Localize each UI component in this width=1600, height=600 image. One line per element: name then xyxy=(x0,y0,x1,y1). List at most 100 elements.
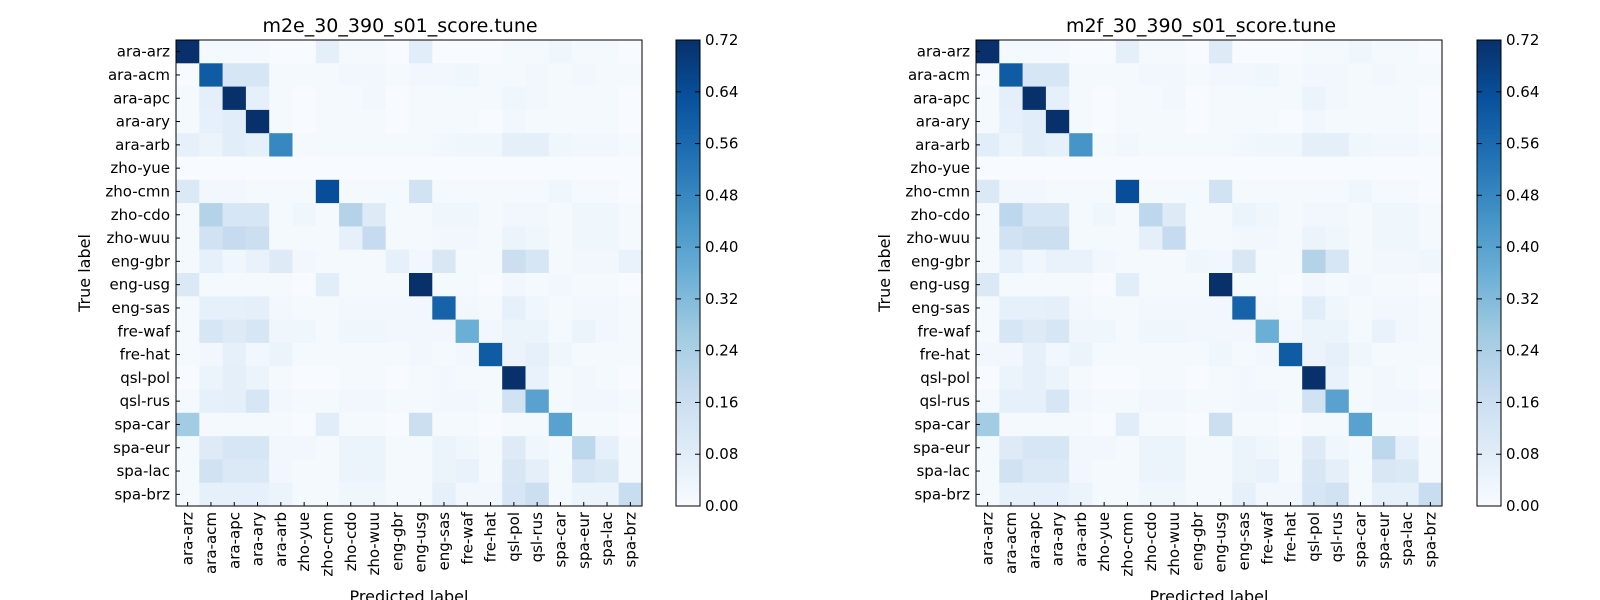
heatmap-cell-zho-wuu-spa-eur xyxy=(1372,226,1396,251)
heatmap-cell-eng-sas-ara-arb xyxy=(1069,296,1094,321)
heatmap-cell-spa-car-zho-cdo xyxy=(1139,412,1163,437)
x-tick-label-fre-hat: fre-hat xyxy=(482,512,500,562)
x-tick-label-ara-arz: ara-arz xyxy=(179,512,197,565)
heatmap-cell-spa-eur-qsl-rus xyxy=(525,436,550,460)
heatmap-cell-ara-ary-fre-waf xyxy=(455,109,480,134)
colorbar-tick-label: 0.48 xyxy=(1506,186,1539,204)
heatmap-cell-qsl-pol-spa-eur xyxy=(572,366,596,391)
heatmap-cell-qsl-pol-spa-car xyxy=(1348,366,1373,391)
heatmap-cell-spa-lac-eng-gbr xyxy=(385,459,410,484)
heatmap-cell-zho-cdo-fre-waf xyxy=(1255,203,1280,227)
x-tick-label-ara-arb: ara-arb xyxy=(272,512,290,567)
heatmap-cell-zho-cmn-ara-arb xyxy=(1069,179,1094,204)
y-tick-label-fre-waf: fre-waf xyxy=(118,322,171,340)
heatmap-cell-spa-eur-ara-apc xyxy=(222,436,247,460)
x-tick-label-zho-cdo: zho-cdo xyxy=(342,512,360,571)
heatmap-cell-spa-car-fre-waf xyxy=(455,412,480,437)
heatmap-cell-zho-wuu-ara-acm xyxy=(999,226,1024,251)
heatmap-cell-qsl-pol-spa-eur xyxy=(1372,366,1396,391)
heatmap-cell-fre-hat-qsl-pol xyxy=(1302,342,1327,367)
heatmap-cell-fre-hat-eng-usg xyxy=(409,342,433,367)
heatmap-cell-eng-usg-spa-eur xyxy=(572,273,596,297)
heatmap-cell-ara-arz-ara-arz xyxy=(976,40,1000,64)
heatmap-cell-spa-eur-zho-cmn xyxy=(1115,436,1140,460)
y-tick-label-fre-hat: fre-hat xyxy=(120,346,170,364)
heatmap-cell-spa-eur-qsl-pol xyxy=(502,436,527,460)
heatmap-cell-ara-apc-ara-acm xyxy=(199,86,224,111)
heatmap-cell-eng-gbr-zho-cdo xyxy=(1139,249,1163,274)
heatmap-cell-spa-eur-ara-acm xyxy=(999,436,1024,460)
heatmap-cell-spa-eur-fre-waf xyxy=(1255,436,1280,460)
heatmap-cell-fre-waf-zho-yue xyxy=(1092,319,1117,344)
colorbar-tick-label: 0.72 xyxy=(1506,31,1539,49)
colorbar-ticks: 0.00 0.08 0.16 0.24 0.32 0.40 0.48 0.56 0.64 0.72 xyxy=(1477,31,1539,515)
heatmap-cell-ara-arb-fre-waf xyxy=(1255,133,1280,158)
heatmap-cell-eng-sas-spa-eur xyxy=(1372,296,1396,321)
heatmap-cell-zho-cmn-eng-gbr xyxy=(1185,179,1210,204)
heatmap-cell-ara-apc-zho-yue xyxy=(292,86,317,111)
heatmap-cell-zho-wuu-zho-yue xyxy=(292,226,317,251)
heatmap-cell-zho-yue-zho-cmn xyxy=(1115,156,1140,181)
heatmap-cell-ara-arz-ara-ary xyxy=(1045,40,1070,64)
heatmap-cell-zho-wuu-eng-sas xyxy=(432,226,457,251)
heatmap-cell-zho-yue-ara-acm xyxy=(999,156,1024,181)
heatmap-cell-qsl-pol-zho-cmn xyxy=(315,366,340,391)
colorbar-tick-label: 0.64 xyxy=(705,83,738,101)
heatmap-cell-zho-cdo-eng-sas xyxy=(1232,203,1257,227)
heatmap-cell-spa-brz-zho-cdo xyxy=(1139,482,1163,507)
x-tick-label-spa-car: spa-car xyxy=(552,511,570,567)
heatmap-cell-ara-apc-fre-hat xyxy=(478,86,503,111)
heatmap-cell-ara-arb-qsl-pol xyxy=(502,133,527,158)
heatmap-cell-zho-wuu-fre-hat xyxy=(1278,226,1303,251)
heatmap-cell-eng-usg-spa-eur xyxy=(1372,273,1396,297)
heatmap-cell-spa-eur-ara-ary xyxy=(245,436,270,460)
heatmap-cell-spa-brz-spa-car xyxy=(548,482,573,507)
heatmap-cell-zho-wuu-fre-waf xyxy=(455,226,480,251)
heatmap-cell-zho-cdo-qsl-pol xyxy=(1302,203,1327,227)
heatmap-cell-ara-acm-eng-usg xyxy=(409,63,433,88)
colorbar-tick-label: 0.40 xyxy=(705,238,738,256)
heatmap-cell-eng-gbr-spa-brz xyxy=(1418,249,1443,274)
heatmap-cell-eng-usg-zho-cmn xyxy=(315,273,340,297)
heatmap-cell-ara-apc-ara-arz xyxy=(176,86,200,111)
heatmap-cell-zho-cdo-qsl-pol xyxy=(502,203,527,227)
heatmap-cell-fre-hat-spa-lac xyxy=(1395,342,1420,367)
heatmap-cell-ara-arb-fre-waf xyxy=(455,133,480,158)
heatmap-cell-zho-cdo-qsl-rus xyxy=(525,203,550,227)
heatmap-cell-eng-usg-eng-usg xyxy=(409,273,433,297)
heatmap-cell-spa-brz-zho-cdo xyxy=(339,482,363,507)
heatmap-cell-ara-acm-zho-cdo xyxy=(339,63,363,88)
heatmap-cell-ara-ary-zho-cdo xyxy=(339,109,363,134)
heatmap-cell-ara-arz-fre-hat xyxy=(478,40,503,64)
heatmap-cell-ara-ary-zho-wuu xyxy=(362,109,387,134)
heatmap-cell-zho-wuu-ara-arb xyxy=(1069,226,1094,251)
heatmap-cell-ara-acm-zho-cdo xyxy=(1139,63,1163,88)
heatmap-cell-spa-brz-qsl-pol xyxy=(502,482,527,507)
heatmap-cell-spa-lac-spa-brz xyxy=(1418,459,1443,484)
heatmap-cell-fre-waf-eng-usg xyxy=(1209,319,1233,344)
heatmap-cell-spa-lac-zho-wuu xyxy=(1162,459,1187,484)
heatmap-cell-spa-lac-zho-cmn xyxy=(315,459,340,484)
heatmap-cell-zho-wuu-qsl-rus xyxy=(525,226,550,251)
heatmap-cell-ara-ary-eng-gbr xyxy=(385,109,410,134)
heatmap-cell-zho-cdo-spa-lac xyxy=(1395,203,1420,227)
heatmap-panel-right: m2f_30_390_s01_score.tune ara-arz ara-acm… xyxy=(875,15,1539,600)
heatmap-cell-spa-brz-qsl-pol xyxy=(1302,482,1327,507)
heatmap-cell-zho-cdo-fre-hat xyxy=(1278,203,1303,227)
heatmap-cell-zho-cmn-ara-apc xyxy=(222,179,247,204)
x-tick-label-zho-yue: zho-yue xyxy=(295,512,313,572)
heatmap-cell-ara-acm-ara-arb xyxy=(269,63,294,88)
colorbar-tick-label: 0.08 xyxy=(705,445,738,463)
heatmap-cell-qsl-pol-zho-wuu xyxy=(1162,366,1187,391)
heatmap-cell-eng-sas-ara-acm xyxy=(999,296,1024,321)
heatmap-cell-zho-cmn-ara-ary xyxy=(1045,179,1070,204)
heatmap-cell-fre-hat-zho-wuu xyxy=(362,342,387,367)
x-tick-label-ara-ary: ara-ary xyxy=(249,512,267,566)
heatmap-cell-qsl-rus-fre-hat xyxy=(478,389,503,414)
heatmap-cell-spa-eur-ara-arb xyxy=(269,436,294,460)
heatmap-cell-zho-wuu-spa-car xyxy=(1348,226,1373,251)
heatmap-cell-spa-car-eng-gbr xyxy=(385,412,410,437)
heatmap-cell-zho-yue-spa-eur xyxy=(572,156,596,181)
heatmap-cell-fre-hat-spa-car xyxy=(1348,342,1373,367)
heatmap-cell-eng-gbr-spa-eur xyxy=(572,249,596,274)
